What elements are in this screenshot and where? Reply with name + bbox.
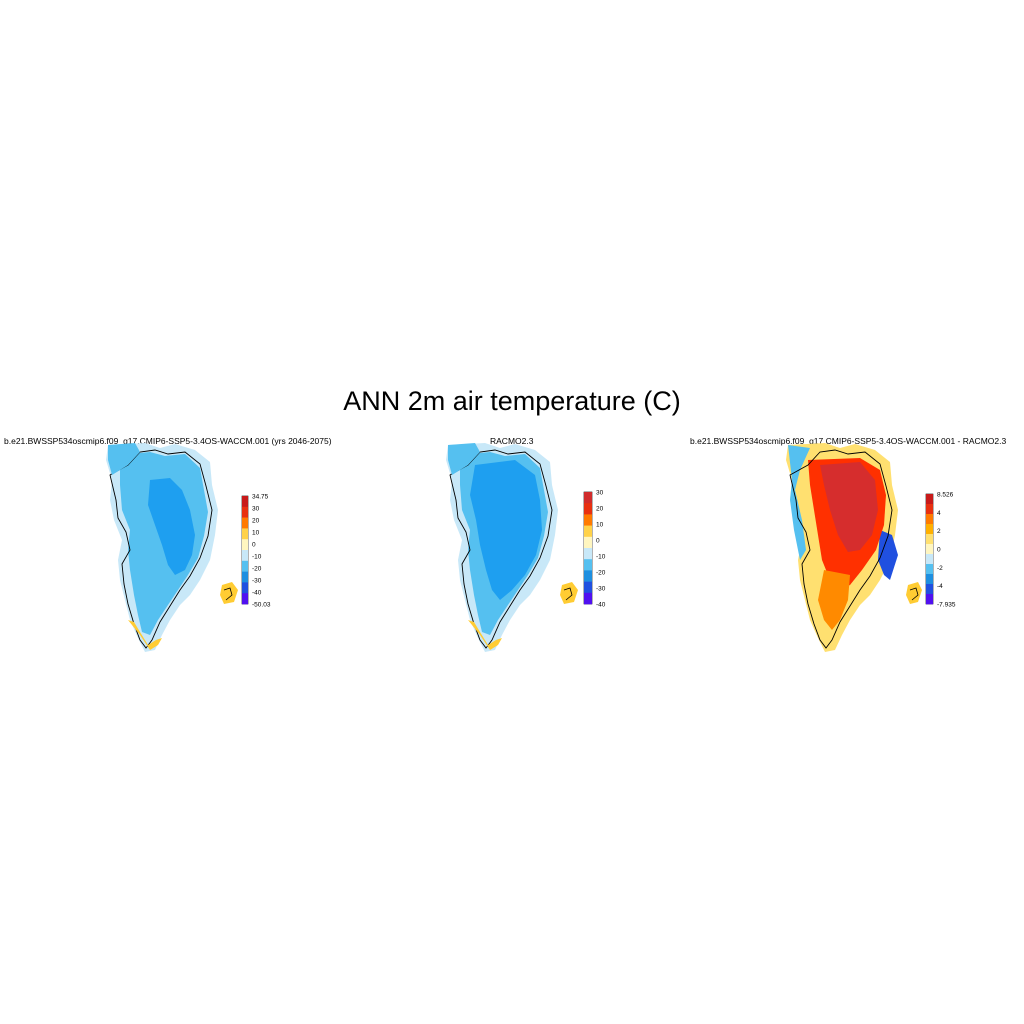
panel-1-map: 34.75 30 20 10 0 -10 -20 -30 -40 -50.03	[106, 443, 271, 652]
colorbar-swatches	[584, 492, 592, 605]
colorbar-swatch	[926, 534, 933, 545]
colorbar-tick-label: -7.935	[937, 602, 956, 609]
colorbar-swatch	[584, 559, 592, 571]
ice-sheet-interior	[470, 460, 542, 600]
south-tip-fringe	[128, 620, 162, 650]
colorbar-swatch	[926, 584, 933, 595]
colorbar-tick-label: 0	[937, 547, 941, 554]
colorbar-swatch	[926, 594, 933, 605]
coastline	[109, 449, 213, 649]
colorbar-tick-label: -20	[252, 566, 262, 573]
colorbar-swatch	[242, 550, 248, 562]
colorbar-swatch	[584, 492, 592, 504]
panel-3-map: 8.526 4 2 0 -2 -4 -7.935	[786, 443, 956, 652]
colorbar-swatch	[584, 570, 592, 582]
panel-1-title: b.e21.BWSSP534oscmip6.f09_g17.CMIP6-SSP5…	[4, 436, 332, 446]
coastal-cool-band	[788, 445, 810, 560]
colorbar-tick-label: -20	[596, 570, 606, 577]
colorbar-swatch	[242, 539, 248, 551]
colorbar-tick-label: -10	[596, 554, 606, 561]
colorbar: 34.75 30 20 10 0 -10 -20 -30 -40 -50.03	[241, 494, 271, 609]
colorbar-swatch	[926, 544, 933, 555]
svalbard-island	[220, 582, 238, 604]
colorbar-swatch	[926, 494, 933, 505]
panel-2-map: 30 20 10 0 -10 -20 -30 -40	[446, 443, 606, 652]
colorbar-swatch	[926, 514, 933, 525]
colorbar-swatch	[926, 574, 933, 585]
coastline	[789, 449, 893, 649]
colorbar-swatch	[584, 514, 592, 526]
colorbar-tick-label: 2	[937, 528, 941, 535]
colorbar-swatch	[926, 554, 933, 565]
colorbar-tick-label: 34.75	[252, 494, 269, 501]
colorbar-swatch	[584, 581, 592, 594]
colorbar-swatch	[242, 496, 248, 508]
svalbard-island	[560, 582, 578, 604]
ice-sheet-hot	[820, 462, 878, 552]
colorbar-tick-label: 30	[252, 506, 260, 513]
colorbar-swatch	[242, 506, 248, 518]
east-coast-cold	[878, 530, 898, 580]
colorbar-tick-label: 10	[252, 530, 260, 537]
colorbar-labels: 34.75 30 20 10 0 -10 -20 -30 -40 -50.03	[252, 494, 271, 609]
coastline	[449, 449, 553, 649]
colorbar-swatch	[242, 571, 248, 583]
colorbar-swatches	[926, 494, 933, 605]
colorbar-tick-label: 4	[937, 510, 941, 517]
colorbar-swatch	[242, 528, 248, 540]
colorbar-tick-label: 0	[252, 542, 256, 549]
colorbar-tick-label: 30	[596, 490, 604, 497]
ellesmere-island	[108, 443, 140, 475]
south-tip-fringe	[468, 620, 502, 650]
colorbar-swatch	[926, 504, 933, 515]
colorbar-tick-label: -2	[937, 565, 943, 572]
colorbar-swatch	[242, 517, 248, 529]
colorbar-swatches	[242, 496, 248, 605]
colorbar-tick-label: -30	[596, 586, 606, 593]
colorbar-swatch	[242, 560, 248, 572]
panel-3-title: b.e21.BWSSP534oscmip6.f09_g17.CMIP6-SSP5…	[690, 436, 1007, 446]
panel-2-title: RACMO2.3	[490, 436, 534, 446]
ice-sheet-interior	[148, 478, 195, 575]
colorbar-labels: 8.526 4 2 0 -2 -4 -7.935	[937, 492, 956, 609]
colorbar-tick-label: -50.03	[252, 602, 271, 609]
colorbar-swatch	[584, 503, 592, 515]
ice-sheet-south	[818, 570, 850, 630]
colorbar-swatch	[584, 548, 592, 560]
colorbar-tick-label: 20	[596, 506, 604, 513]
colorbar-tick-label: 10	[596, 522, 604, 529]
colorbar-tick-label: -10	[252, 554, 262, 561]
colorbar-swatch	[584, 536, 592, 549]
colorbar: 8.526 4 2 0 -2 -4 -7.935	[925, 492, 956, 609]
colorbar-swatch	[242, 593, 248, 605]
colorbar-tick-label: 0	[596, 538, 600, 545]
colorbar-tick-label: -4	[937, 583, 943, 590]
colorbar-labels: 30 20 10 0 -10 -20 -30 -40	[596, 490, 606, 609]
colorbar-tick-label: -30	[252, 578, 262, 585]
colorbar-swatch	[584, 592, 592, 605]
svalbard-island	[906, 582, 922, 604]
colorbar-swatch	[926, 524, 933, 535]
colorbar-tick-label: 8.526	[937, 492, 954, 499]
colorbar-tick-label: -40	[252, 590, 262, 597]
ellesmere-island	[448, 443, 480, 475]
colorbar: 30 20 10 0 -10 -20 -30 -40	[583, 490, 606, 609]
colorbar-tick-label: -40	[596, 602, 606, 609]
colorbar-swatch	[584, 525, 592, 538]
colorbar-swatch	[242, 582, 248, 594]
figure-title: ANN 2m air temperature (C)	[343, 386, 681, 416]
colorbar-swatch	[926, 564, 933, 575]
colorbar-tick-label: 20	[252, 518, 260, 525]
